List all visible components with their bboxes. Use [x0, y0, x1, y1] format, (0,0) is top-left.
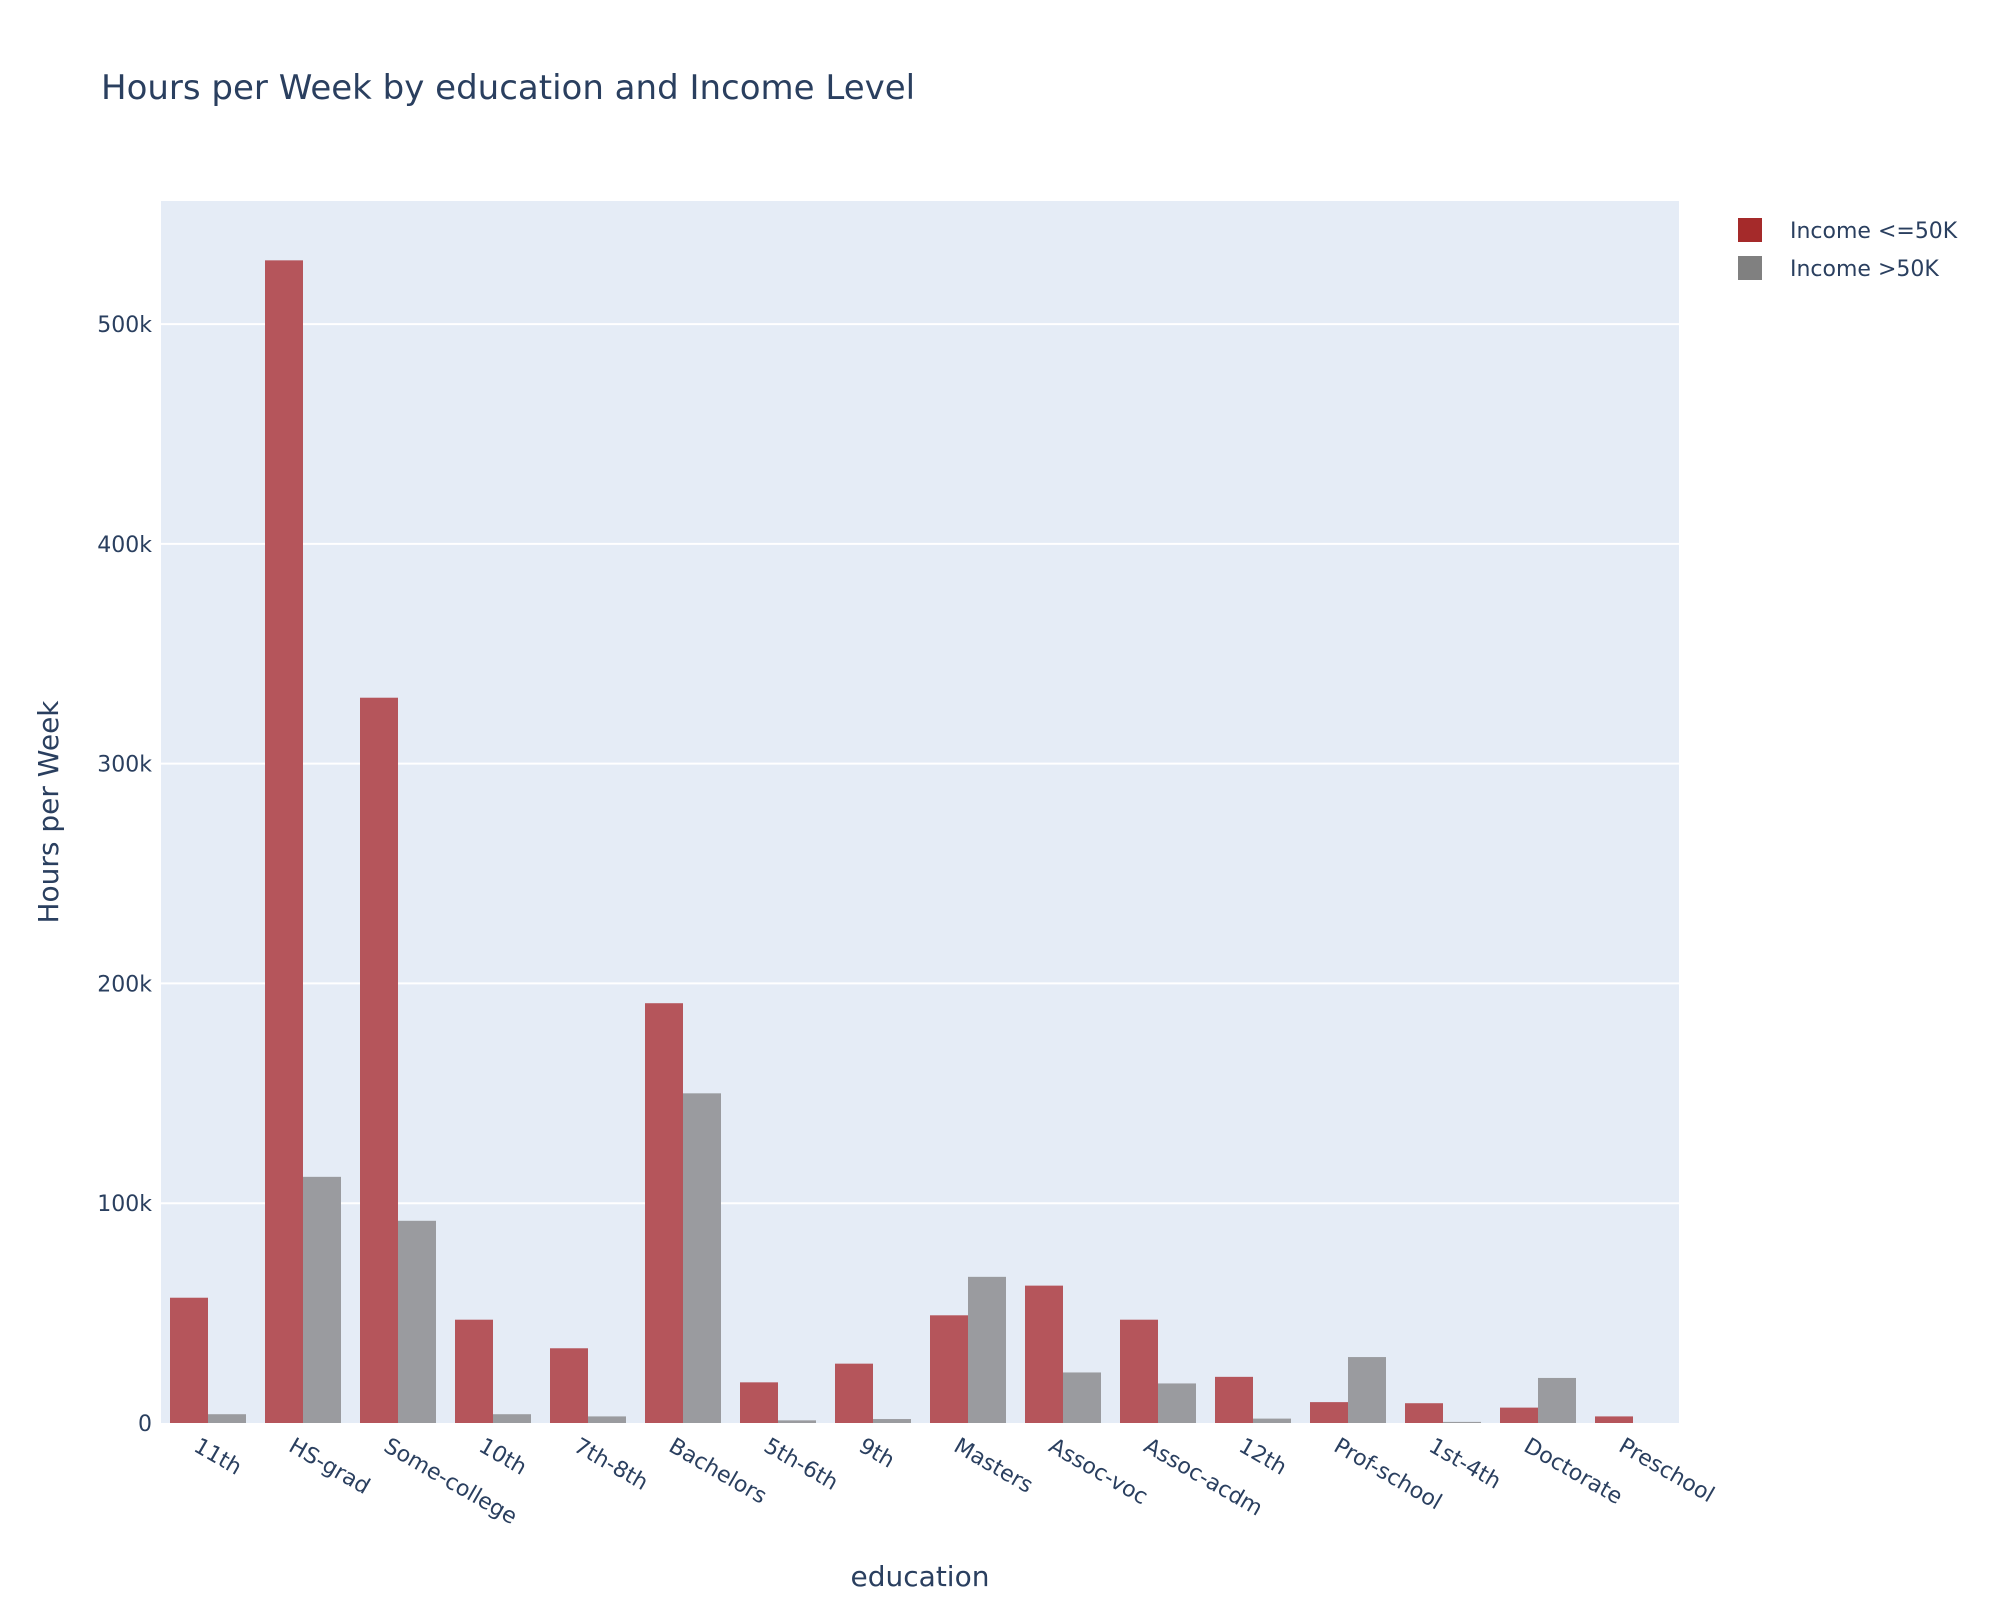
bar-income-gt-50k-10th[interactable]: [493, 1414, 531, 1423]
x-tick-label: HS-grad: [284, 1434, 373, 1500]
x-tick-label: Prof-school: [1329, 1434, 1445, 1516]
bar-income-gt-50k-assoc-acdm[interactable]: [1158, 1383, 1196, 1423]
x-tick-label: Preschool: [1614, 1434, 1718, 1508]
bar-income-gt-50k-prof-school[interactable]: [1348, 1357, 1386, 1423]
x-tick: Doctorate: [1519, 1434, 1626, 1510]
x-tick-label: Assoc-voc: [1044, 1434, 1151, 1510]
x-axis-title: education: [851, 1560, 990, 1593]
x-tick-label: 1st-4th: [1424, 1434, 1505, 1495]
y-tick-label: 400k: [97, 533, 152, 558]
bar-income-le-50k-assoc-acdm[interactable]: [1120, 1319, 1158, 1423]
x-tick-label: 5th-6th: [759, 1434, 842, 1496]
x-tick: 12th: [1234, 1434, 1290, 1481]
bar-income-le-50k-prof-school[interactable]: [1310, 1402, 1348, 1423]
bar-income-gt-50k-hs-grad[interactable]: [303, 1176, 341, 1423]
x-tick: Prof-school: [1329, 1434, 1445, 1516]
bar-income-le-50k-5th-6th[interactable]: [740, 1382, 778, 1423]
gridlines: [161, 323, 1679, 1205]
x-tick: Masters: [949, 1434, 1036, 1499]
x-tick-label: Doctorate: [1519, 1434, 1626, 1510]
legend-label: Income >50K: [1790, 257, 1939, 282]
bar-income-le-50k-9th[interactable]: [835, 1363, 873, 1423]
bar-income-le-50k-assoc-voc[interactable]: [1025, 1285, 1063, 1423]
y-tick-label: 0: [138, 1412, 152, 1437]
legend-swatch: [1738, 218, 1762, 242]
bar-income-gt-50k-12th[interactable]: [1253, 1418, 1291, 1423]
x-tick: Preschool: [1614, 1434, 1718, 1508]
x-tick-label: 7th-8th: [569, 1434, 652, 1496]
legend-item[interactable]: Income >50K: [1738, 256, 1939, 282]
plot-background: [161, 201, 1679, 1423]
x-tick: 11th: [189, 1434, 245, 1481]
bars: [170, 260, 1633, 1423]
y-tick-label: 500k: [97, 313, 152, 338]
bar-income-le-50k-hs-grad[interactable]: [265, 260, 303, 1423]
bar-income-le-50k-1st-4th[interactable]: [1405, 1403, 1443, 1423]
x-tick-label: 10th: [474, 1434, 530, 1481]
bar-income-gt-50k-7th-8th[interactable]: [588, 1416, 626, 1423]
bar-income-le-50k-preschool[interactable]: [1595, 1416, 1633, 1423]
x-tick-label: 12th: [1234, 1434, 1290, 1481]
bar-income-gt-50k-5th-6th[interactable]: [778, 1420, 816, 1423]
bar-income-le-50k-masters[interactable]: [930, 1315, 968, 1423]
x-tick: 1st-4th: [1424, 1434, 1505, 1495]
bar-income-gt-50k-some-college[interactable]: [398, 1220, 436, 1423]
y-axis-title: Hours per Week: [32, 700, 65, 924]
y-tick-label: 100k: [97, 1192, 152, 1217]
legend-label: Income <=50K: [1790, 219, 1958, 244]
bar-income-gt-50k-assoc-voc[interactable]: [1063, 1372, 1101, 1423]
bar-income-le-50k-bachelors[interactable]: [645, 1003, 683, 1423]
x-tick: 10th: [474, 1434, 530, 1481]
y-tick-label: 200k: [97, 972, 152, 997]
bar-income-gt-50k-masters[interactable]: [968, 1276, 1006, 1423]
bar-income-gt-50k-bachelors[interactable]: [683, 1093, 721, 1423]
x-tick-label: Masters: [949, 1434, 1036, 1499]
x-tick: 5th-6th: [759, 1434, 842, 1496]
bar-income-le-50k-doctorate[interactable]: [1500, 1407, 1538, 1423]
x-tick: 7th-8th: [569, 1434, 652, 1496]
x-tick-label: 9th: [854, 1434, 898, 1474]
bar-income-le-50k-10th[interactable]: [455, 1319, 493, 1423]
x-tick: HS-grad: [284, 1434, 373, 1500]
bar-income-le-50k-12th[interactable]: [1215, 1376, 1253, 1423]
bar-income-le-50k-some-college[interactable]: [360, 697, 398, 1423]
x-tick: 9th: [854, 1434, 898, 1474]
legend-swatch: [1738, 256, 1762, 280]
bar-income-gt-50k-11th[interactable]: [208, 1414, 246, 1423]
bar-income-le-50k-7th-8th[interactable]: [550, 1348, 588, 1423]
y-tick-label: 300k: [97, 753, 152, 778]
bar-income-le-50k-11th[interactable]: [170, 1297, 208, 1423]
y-axis-ticks: 0 100k 200k 300k 400k 500k: [97, 313, 152, 1437]
legend-item[interactable]: Income <=50K: [1738, 218, 1958, 244]
chart-title: Hours per Week by education and Income L…: [101, 68, 915, 108]
bar-income-gt-50k-9th[interactable]: [873, 1419, 911, 1423]
x-tick-label: 11th: [189, 1434, 245, 1481]
x-tick-label: Bachelors: [664, 1434, 770, 1510]
legend[interactable]: Income <=50K Income >50K: [1738, 218, 1958, 282]
x-tick: Assoc-voc: [1044, 1434, 1151, 1510]
bar-income-gt-50k-doctorate[interactable]: [1538, 1377, 1576, 1423]
bar-income-gt-50k-1st-4th[interactable]: [1443, 1421, 1481, 1423]
x-tick: Bachelors: [664, 1434, 770, 1510]
